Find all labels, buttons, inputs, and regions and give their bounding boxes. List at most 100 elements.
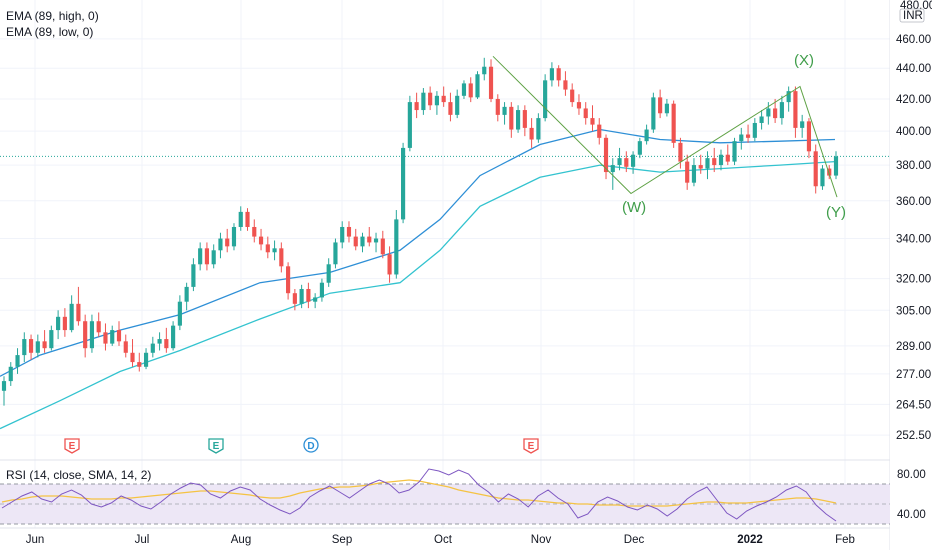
price-tick-label: 420.00 [896,94,931,106]
candle-body [536,118,541,140]
candle-body [739,134,744,142]
earnings-marker [64,438,80,454]
time-tick-label: Nov [531,534,552,546]
candle-body [116,330,122,342]
event-letter: E [69,441,76,452]
candle-body [137,362,142,367]
candle-body [373,238,379,243]
legend-rsi[interactable]: RSI (14, close, SMA, 14, 2) [6,468,152,482]
candle-body [556,68,561,81]
candle-body [725,154,730,162]
candle-body [637,141,642,155]
candle-body [813,151,818,187]
legend-ema-low[interactable]: EMA (89, low, 0) [6,25,94,39]
candle-body [833,156,839,176]
candle-body [353,236,358,247]
price-tick-label: 400.00 [896,126,931,138]
candle-body [698,165,703,169]
candle-body [1,381,7,391]
candle-body [225,238,230,247]
candle-body [394,219,399,275]
candle-body [495,98,500,115]
price-tick-label: 440.00 [896,63,931,75]
candle-body [313,297,318,302]
candle-body [204,248,210,265]
candle-body [685,161,690,183]
candle-body [171,325,176,349]
candle-body [800,121,805,128]
candle-body [42,341,47,349]
price-tick-label: 380.00 [896,160,931,172]
candle-body [651,97,656,130]
candle-body [820,168,825,187]
candle-body [718,154,724,166]
candle-body [69,303,74,331]
candle-body [617,158,622,166]
ema-high-line [0,128,836,377]
candle-body [488,66,494,99]
rsi-ma-line [1,479,837,507]
wave-label-y: (Y) [826,204,846,221]
candle-body [177,301,182,326]
candle-layer [1,57,839,406]
legend-ema-high[interactable]: EMA (89, high, 0) [6,9,99,23]
candle-body [691,165,697,183]
earnings-marker [523,438,539,454]
time-tick-label: Aug [231,534,251,546]
price-tick-label: 460.00 [896,34,931,46]
candle-body [110,330,115,344]
candle-body [732,141,737,162]
candle-body [252,226,257,237]
price-tick-label: 252.50 [896,430,931,442]
candle-body [529,127,534,140]
candle-body [658,97,663,114]
candle-body [130,352,135,363]
candle-body [752,122,757,138]
time-tick-label: Feb [835,534,855,546]
candle-body [272,248,277,253]
candle-body [157,339,162,344]
candle-body [475,74,480,98]
candle-body [319,282,324,298]
rsi-tick-label: 80.00 [897,469,926,481]
candle-body [245,211,250,227]
candle-body [89,321,95,349]
price-tick-label: 277.00 [896,369,931,381]
currency-box [899,8,925,23]
candle-body [434,95,439,106]
event-letter: E [528,441,535,452]
candle-body [448,102,453,115]
price-tick-label: 289.00 [896,341,931,353]
candle-body [56,316,61,331]
candle-body [624,158,629,167]
candle-body [299,288,304,304]
candle-body [218,238,223,251]
candle-body [441,95,446,103]
candle-body [516,110,521,130]
price-tick-label: 264.50 [896,399,931,411]
candle-body [712,158,717,166]
candle-body [407,102,412,148]
candle-body [238,211,243,227]
candle-body [387,254,392,275]
candle-body [265,244,270,253]
candle-body [279,248,284,267]
candle-body [211,250,216,265]
candle-body [231,226,237,247]
candle-body [96,321,101,333]
candle-body [8,366,13,382]
candle-body [468,83,473,98]
candle-body [292,293,297,304]
price-tick-label: 305.00 [896,305,931,317]
candle-body [745,134,751,138]
wave-label-w: (W) [622,199,646,216]
candle-body [28,339,34,353]
candle-body [62,316,67,331]
candle-body [570,89,575,103]
candle-body [509,106,514,130]
wave-layer: (W) (X) (Y) [492,52,846,221]
candle-body [380,238,385,255]
candle-body [326,264,331,283]
